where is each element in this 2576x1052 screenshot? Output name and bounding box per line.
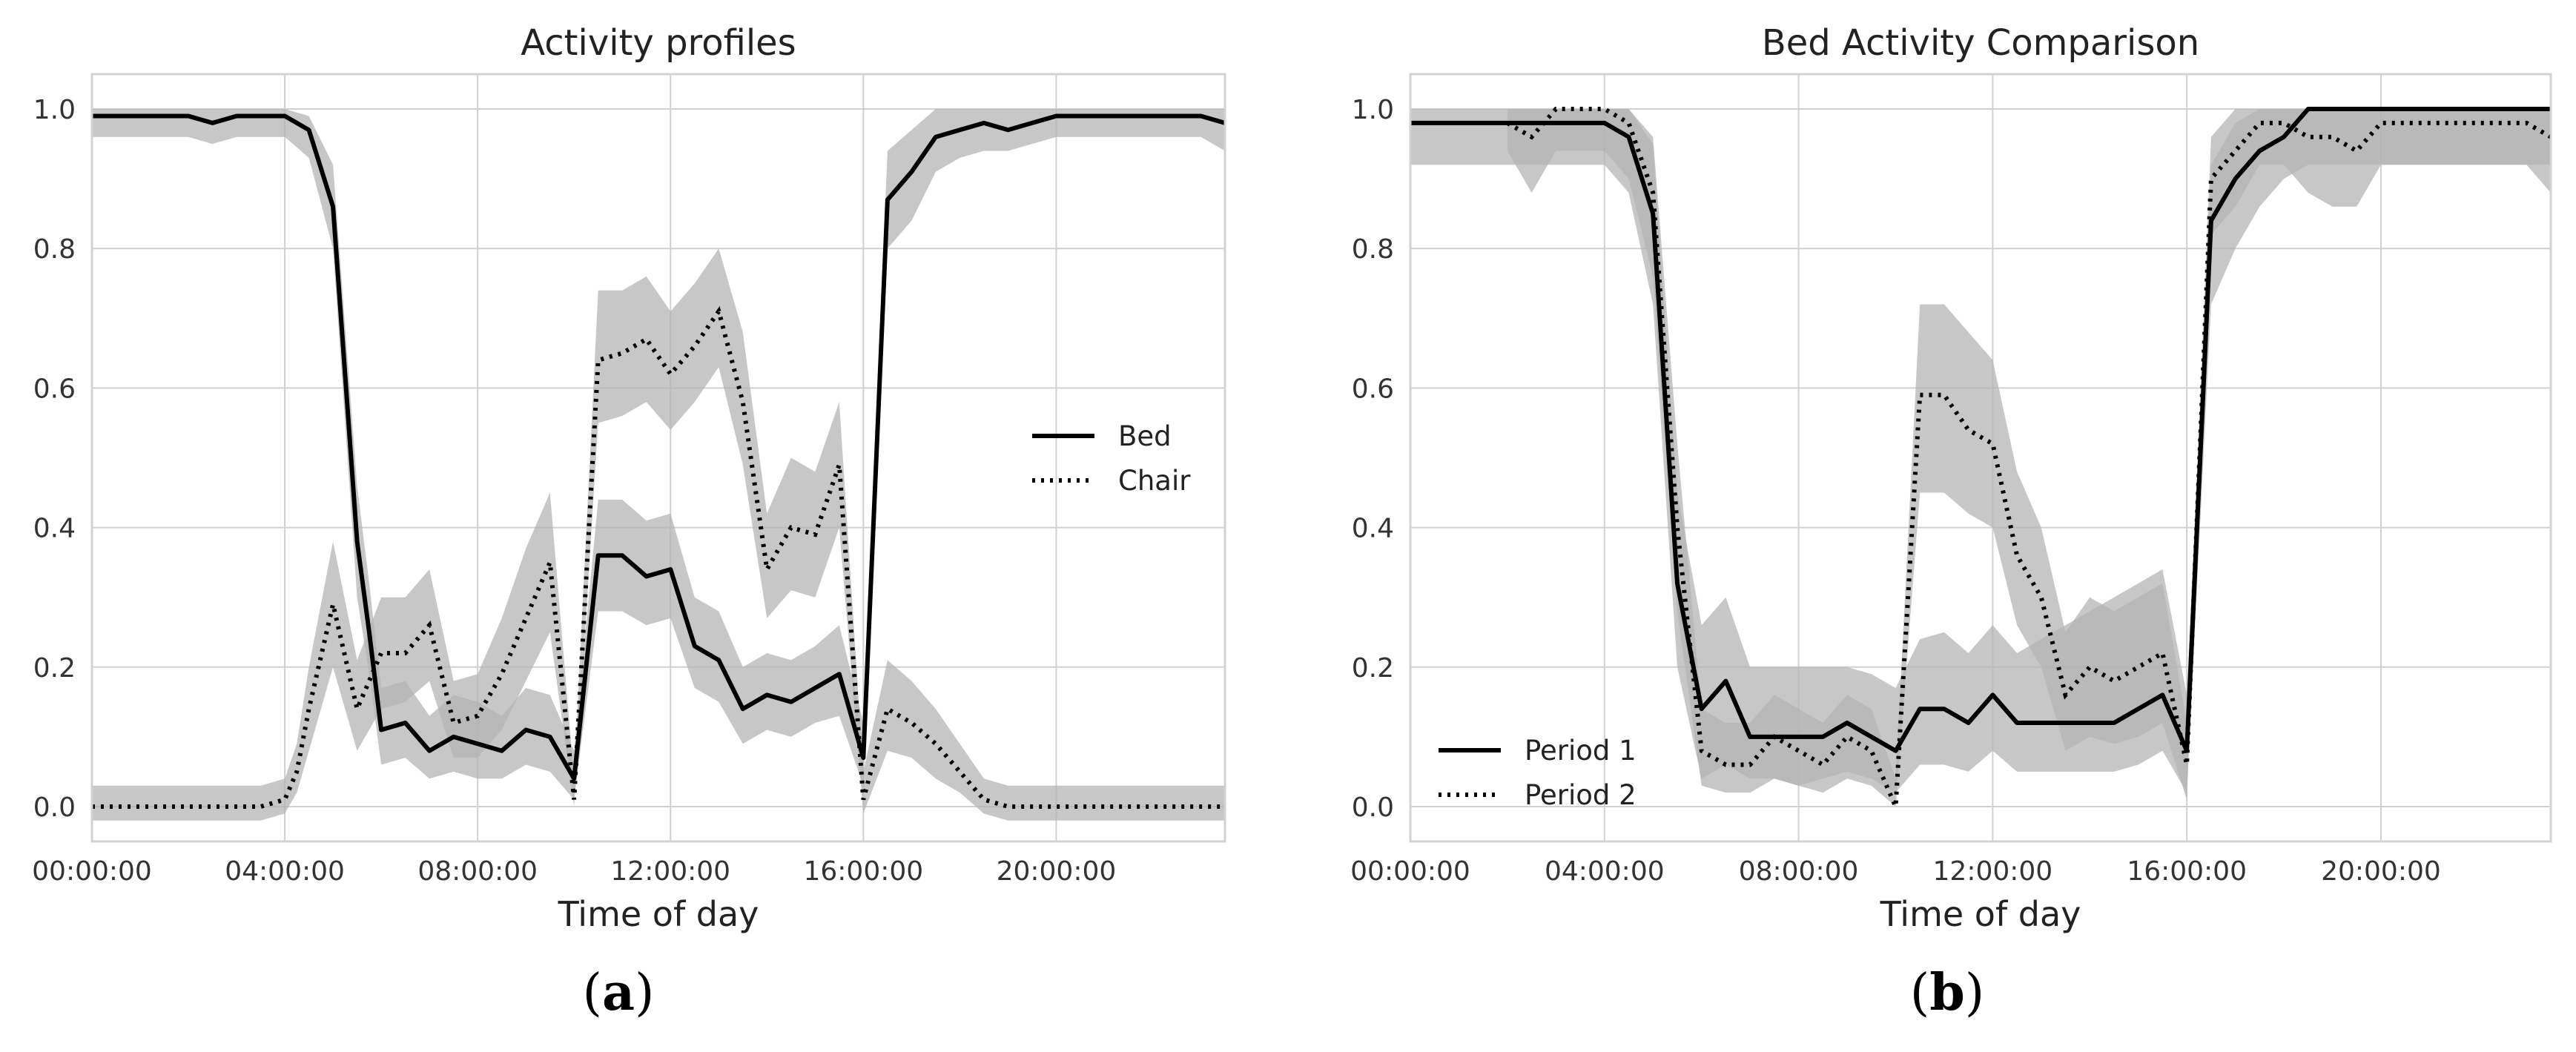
y-tick-label: 1.0	[1352, 95, 1394, 125]
x-tick-label: 08:00:00	[1739, 856, 1859, 887]
legend: Bed Chair	[1032, 420, 1191, 497]
y-tick-label: 0.8	[33, 234, 76, 265]
x-tick-label: 12:00:00	[610, 856, 730, 887]
y-tick-label: 0.2	[1352, 653, 1394, 684]
series-line-period-1	[1410, 107, 2551, 753]
y-tick-label: 0.4	[1352, 514, 1394, 544]
panel-caption-letter: b	[1929, 963, 1965, 1022]
panel-caption: (a)	[582, 963, 654, 1022]
legend-label-period-2: Period 2	[1525, 779, 1637, 811]
y-tick-label: 0.6	[33, 374, 76, 404]
x-axis-label: Time of day	[1880, 894, 2081, 934]
plot-frame	[1409, 73, 2552, 843]
panel-caption: (b)	[1910, 963, 1985, 1022]
x-tick-label: 16:00:00	[803, 856, 923, 887]
chart-title: Activity profiles	[521, 22, 796, 64]
x-tick-label: 20:00:00	[2321, 856, 2441, 887]
x-tick-label: 00:00:00	[1350, 856, 1470, 887]
y-tick-label: 0.2	[33, 653, 76, 684]
legend-label-chair: Chair	[1118, 465, 1191, 497]
y-tick-label: 1.0	[33, 95, 76, 125]
confidence-band-period-1	[1410, 109, 2551, 793]
plot-area	[92, 74, 1225, 841]
series-line-chair	[92, 305, 1225, 809]
y-tick-label: 0.6	[1352, 374, 1394, 404]
x-tick-label: 08:00:00	[417, 856, 538, 887]
x-tick-label: 04:00:00	[225, 856, 345, 887]
panel-caption-letter: a	[602, 963, 635, 1022]
y-tick-label: 0.0	[1352, 793, 1394, 823]
x-tick-label: 20:00:00	[997, 856, 1117, 887]
x-tick-label: 16:00:00	[2127, 856, 2247, 887]
x-axis-label: Time of day	[558, 894, 759, 934]
legend: Period 1 Period 2	[1439, 735, 1637, 811]
y-tick-label: 0.8	[1352, 234, 1394, 265]
chart-title: Bed Activity Comparison	[1762, 22, 2199, 64]
y-tick-label: 0.0	[33, 793, 76, 823]
x-tick-label: 04:00:00	[1545, 856, 1665, 887]
chart-panel-b: 00:00:00 04:00:00 08:00:00 12:00:00 16:00:00…	[1350, 22, 2552, 1022]
plot-frame	[90, 73, 1226, 843]
x-tick-label: 12:00:00	[1933, 856, 2053, 887]
legend-label-bed: Bed	[1118, 420, 1172, 452]
y-tick-label: 0.4	[33, 514, 76, 544]
legend-label-period-1: Period 1	[1525, 735, 1637, 767]
series-line-bed	[92, 113, 1226, 781]
x-tick-label: 00:00:00	[32, 856, 152, 887]
chart-panel-a: 00:00:00 04:00:00 08:00:00 12:00:00 16:00:00…	[32, 22, 1226, 1022]
